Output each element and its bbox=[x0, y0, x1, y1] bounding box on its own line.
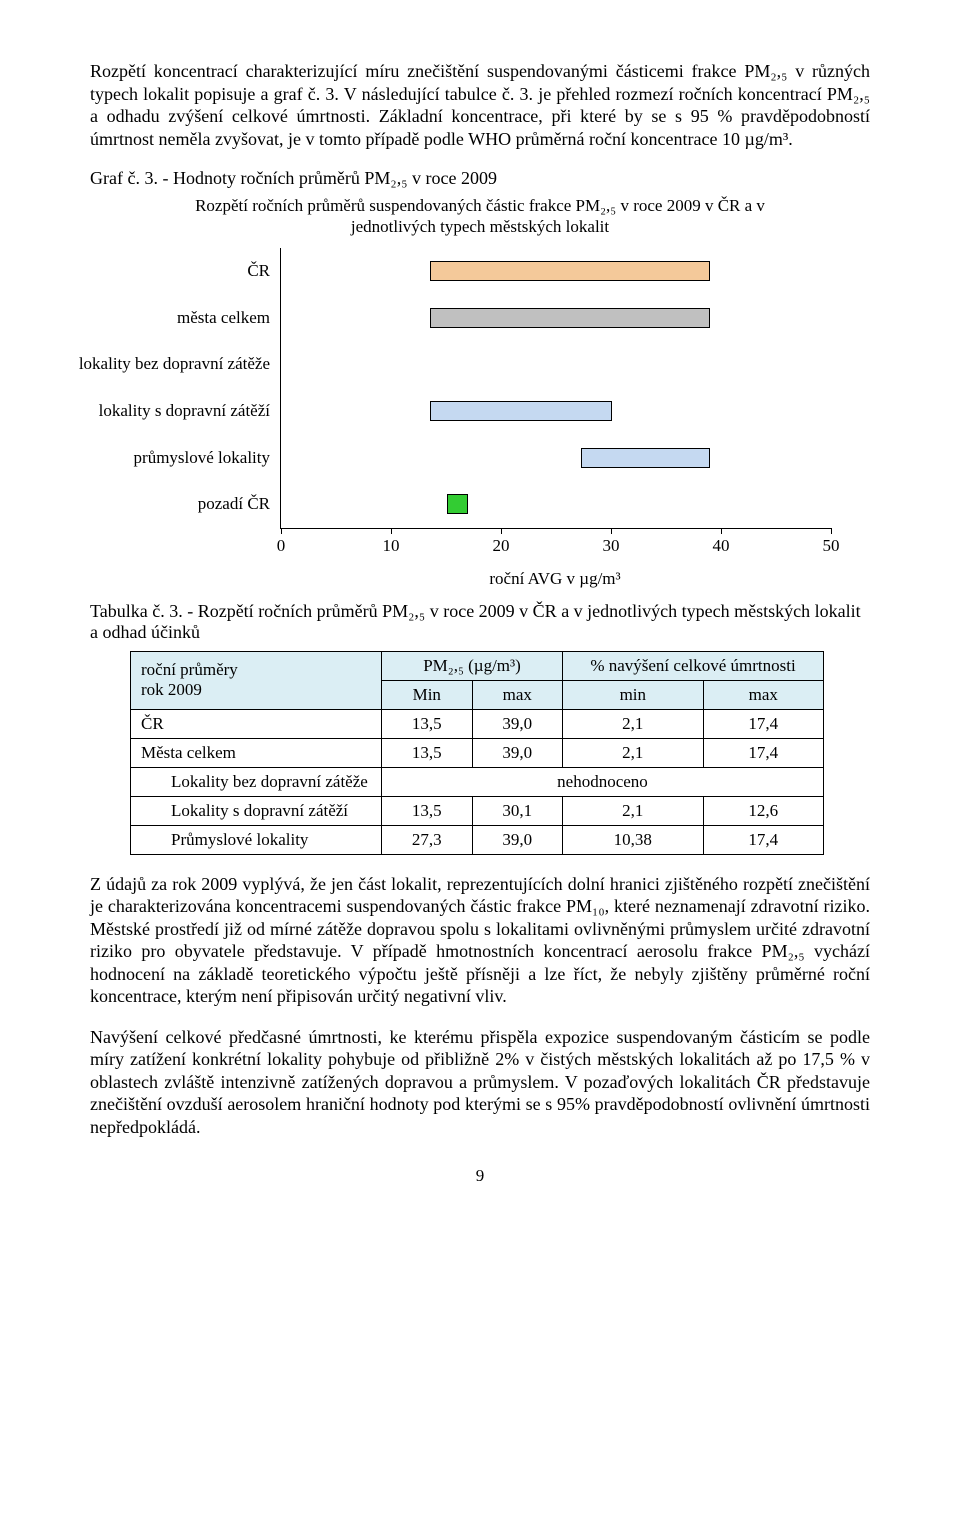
row-label: Města celkem bbox=[131, 738, 382, 767]
row-label: ČR bbox=[131, 709, 382, 738]
chart-title-line1: Rozpětí ročních průměrů suspendovaných č… bbox=[195, 196, 765, 215]
row-label: Lokality bez dopravní zátěže bbox=[131, 767, 382, 796]
th-col1-bottom: rok 2009 bbox=[141, 680, 202, 699]
th-navyseni: % navýšení celkové úmrtnosti bbox=[563, 651, 824, 680]
chart-xtick bbox=[501, 528, 502, 534]
row-cell: 12,6 bbox=[703, 796, 823, 825]
th-min1: Min bbox=[382, 680, 473, 709]
chart-bar bbox=[430, 261, 711, 281]
row-cell: 39,0 bbox=[472, 738, 563, 767]
tabulka-caption: Tabulka č. 3. - Rozpětí ročních průměrů … bbox=[90, 601, 870, 643]
table-pm25: roční průměry rok 2009 PM₂,₅ (µg/m³) % n… bbox=[130, 651, 824, 855]
table-row: Lokality bez dopravní zátěženehodnoceno bbox=[131, 767, 824, 796]
chart-xtick bbox=[611, 528, 612, 534]
paragraph-3: Navýšení celkové předčasné úmrtnosti, ke… bbox=[90, 1026, 870, 1139]
th-max2: max bbox=[703, 680, 823, 709]
chart-xticklabel: 0 bbox=[277, 536, 286, 556]
row-cell: 2,1 bbox=[563, 738, 704, 767]
chart-bar bbox=[430, 401, 613, 421]
chart-pm25: Rozpětí ročních průměrů suspendovaných č… bbox=[100, 195, 860, 583]
chart-title-line2: jednotlivých typech městských lokalit bbox=[351, 217, 609, 236]
chart-ylabel: města celkem bbox=[177, 308, 270, 328]
chart-xlabel: roční AVG v µg/m³ bbox=[489, 569, 620, 589]
chart-bar bbox=[447, 494, 468, 514]
row-merged: nehodnoceno bbox=[382, 767, 824, 796]
chart-xticklabel: 20 bbox=[493, 536, 510, 556]
row-cell: 30,1 bbox=[472, 796, 563, 825]
chart-ylabel: průmyslové lokality bbox=[134, 448, 270, 468]
row-cell: 39,0 bbox=[472, 709, 563, 738]
chart-xtick bbox=[831, 528, 832, 534]
chart-xticklabel: 30 bbox=[603, 536, 620, 556]
row-cell: 17,4 bbox=[703, 738, 823, 767]
chart-xticklabel: 40 bbox=[713, 536, 730, 556]
chart-ylabel: lokality bez dopravní zátěže bbox=[79, 354, 270, 374]
chart-xtick bbox=[281, 528, 282, 534]
row-cell: 27,3 bbox=[382, 825, 473, 854]
chart-xtick bbox=[391, 528, 392, 534]
row-label: Průmyslové lokality bbox=[131, 825, 382, 854]
chart-xtick bbox=[721, 528, 722, 534]
chart-bar bbox=[430, 308, 711, 328]
th-min2: min bbox=[563, 680, 704, 709]
table-row: Města celkem13,539,02,117,4 bbox=[131, 738, 824, 767]
chart-ylabel: lokality s dopravní zátěží bbox=[99, 401, 270, 421]
row-cell: 10,38 bbox=[563, 825, 704, 854]
row-cell: 2,1 bbox=[563, 796, 704, 825]
table-row: Průmyslové lokality27,339,010,3817,4 bbox=[131, 825, 824, 854]
row-label: Lokality s dopravní zátěží bbox=[131, 796, 382, 825]
row-cell: 2,1 bbox=[563, 709, 704, 738]
row-cell: 13,5 bbox=[382, 738, 473, 767]
chart-xticklabel: 10 bbox=[383, 536, 400, 556]
chart-ylabel: pozadí ČR bbox=[198, 494, 270, 514]
chart-ylabel: ČR bbox=[247, 261, 270, 281]
graf-caption: Graf č. 3. - Hodnoty ročních průměrů PM₂… bbox=[90, 168, 870, 189]
th-max1: max bbox=[472, 680, 563, 709]
row-cell: 13,5 bbox=[382, 796, 473, 825]
th-col1-top: roční průměry bbox=[141, 660, 238, 679]
table-row: Lokality s dopravní zátěží13,530,12,112,… bbox=[131, 796, 824, 825]
chart-xticklabel: 50 bbox=[823, 536, 840, 556]
paragraph-2: Z údajů za rok 2009 vyplývá, že jen část… bbox=[90, 873, 870, 1008]
chart-bar bbox=[581, 448, 710, 468]
row-cell: 17,4 bbox=[703, 709, 823, 738]
row-cell: 13,5 bbox=[382, 709, 473, 738]
table-row: ČR13,539,02,117,4 bbox=[131, 709, 824, 738]
th-pm25: PM₂,₅ (µg/m³) bbox=[382, 651, 563, 680]
row-cell: 17,4 bbox=[703, 825, 823, 854]
page-number: 9 bbox=[90, 1166, 870, 1186]
paragraph-intro: Rozpětí koncentrací charakterizující mír… bbox=[90, 60, 870, 150]
row-cell: 39,0 bbox=[472, 825, 563, 854]
